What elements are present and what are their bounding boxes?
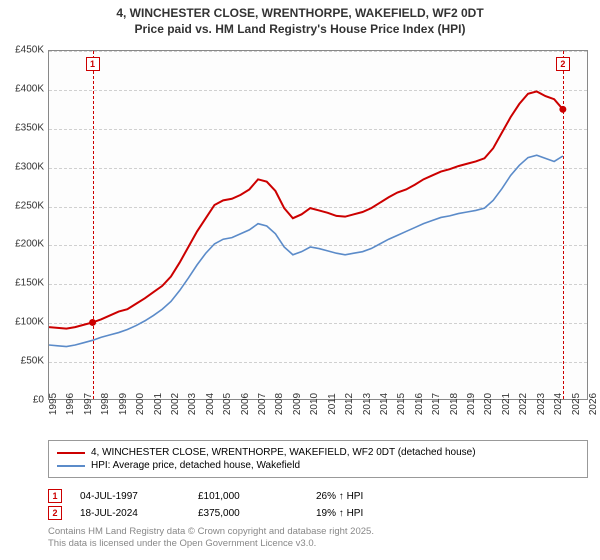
xtick-label: 1997: [83, 393, 94, 415]
ytick-label: £200K: [0, 239, 44, 250]
legend: 4, WINCHESTER CLOSE, WRENTHORPE, WAKEFIE…: [48, 440, 588, 478]
marker-badge: 2: [48, 506, 62, 520]
ytick-label: £50K: [0, 356, 44, 367]
data-date: 18-JUL-2024: [80, 508, 180, 519]
xtick-label: 2004: [205, 393, 216, 415]
data-date: 04-JUL-1997: [80, 491, 180, 502]
legend-label: 4, WINCHESTER CLOSE, WRENTHORPE, WAKEFIE…: [91, 447, 476, 458]
ytick-label: £100K: [0, 317, 44, 328]
xtick-label: 2026: [588, 393, 599, 415]
title-line1: 4, WINCHESTER CLOSE, WRENTHORPE, WAKEFIE…: [0, 6, 600, 22]
xtick-label: 2019: [466, 393, 477, 415]
xtick-label: 2023: [536, 393, 547, 415]
xtick-label: 1998: [100, 393, 111, 415]
data-row: 2 18-JUL-2024 £375,000 19% ↑ HPI: [48, 506, 588, 520]
xtick-label: 2011: [327, 393, 338, 415]
marker-dot: [89, 319, 96, 326]
legend-item: HPI: Average price, detached house, Wake…: [57, 460, 579, 471]
marker-label: 2: [556, 57, 570, 71]
xtick-label: 2000: [135, 393, 146, 415]
legend-item: 4, WINCHESTER CLOSE, WRENTHORPE, WAKEFIE…: [57, 447, 579, 458]
xtick-label: 2022: [518, 393, 529, 415]
xtick-label: 2001: [153, 393, 164, 415]
legend-swatch: [57, 452, 85, 454]
footer: Contains HM Land Registry data © Crown c…: [48, 526, 374, 550]
line-series: [49, 51, 589, 401]
chart-container: 4, WINCHESTER CLOSE, WRENTHORPE, WAKEFIE…: [0, 0, 600, 560]
xtick-label: 1996: [65, 393, 76, 415]
xtick-label: 2009: [292, 393, 303, 415]
xtick-label: 2002: [170, 393, 181, 415]
xtick-label: 2015: [396, 393, 407, 415]
ytick-label: £150K: [0, 278, 44, 289]
legend-label: HPI: Average price, detached house, Wake…: [91, 460, 300, 471]
marker-label: 1: [86, 57, 100, 71]
series-hpi: [49, 155, 563, 346]
ytick-label: £0: [0, 395, 44, 406]
xtick-label: 2006: [240, 393, 251, 415]
xtick-label: 2010: [309, 393, 320, 415]
footer-line1: Contains HM Land Registry data © Crown c…: [48, 526, 374, 538]
series-price_paid: [49, 91, 563, 328]
xtick-label: 1995: [48, 393, 59, 415]
xtick-label: 2005: [222, 393, 233, 415]
xtick-label: 2007: [257, 393, 268, 415]
marker-badge: 1: [48, 489, 62, 503]
chart-title: 4, WINCHESTER CLOSE, WRENTHORPE, WAKEFIE…: [0, 0, 600, 37]
legend-swatch: [57, 465, 85, 467]
marker-dot: [559, 106, 566, 113]
data-point-table: 1 04-JUL-1997 £101,000 26% ↑ HPI 2 18-JU…: [48, 486, 588, 523]
data-delta: 26% ↑ HPI: [316, 491, 416, 502]
ytick-label: £400K: [0, 83, 44, 94]
data-price: £375,000: [198, 508, 298, 519]
xtick-label: 2016: [414, 393, 425, 415]
xtick-label: 2020: [483, 393, 494, 415]
xtick-label: 2003: [187, 393, 198, 415]
xtick-label: 2012: [344, 393, 355, 415]
data-delta: 19% ↑ HPI: [316, 508, 416, 519]
xtick-label: 2017: [431, 393, 442, 415]
title-line2: Price paid vs. HM Land Registry's House …: [0, 22, 600, 38]
xtick-label: 2024: [553, 393, 564, 415]
xtick-label: 2013: [362, 393, 373, 415]
plot-area: 12: [48, 50, 588, 400]
ytick-label: £450K: [0, 45, 44, 56]
ytick-label: £250K: [0, 200, 44, 211]
xtick-label: 1999: [118, 393, 129, 415]
xtick-label: 2008: [274, 393, 285, 415]
data-row: 1 04-JUL-1997 £101,000 26% ↑ HPI: [48, 489, 588, 503]
xtick-label: 2014: [379, 393, 390, 415]
ytick-label: £350K: [0, 122, 44, 133]
data-price: £101,000: [198, 491, 298, 502]
ytick-label: £300K: [0, 161, 44, 172]
chart-area: 12 1995199619971998199920002001200220032…: [48, 50, 588, 400]
xtick-label: 2025: [571, 393, 582, 415]
xtick-label: 2021: [501, 393, 512, 415]
xtick-label: 2018: [449, 393, 460, 415]
footer-line2: This data is licensed under the Open Gov…: [48, 538, 374, 550]
